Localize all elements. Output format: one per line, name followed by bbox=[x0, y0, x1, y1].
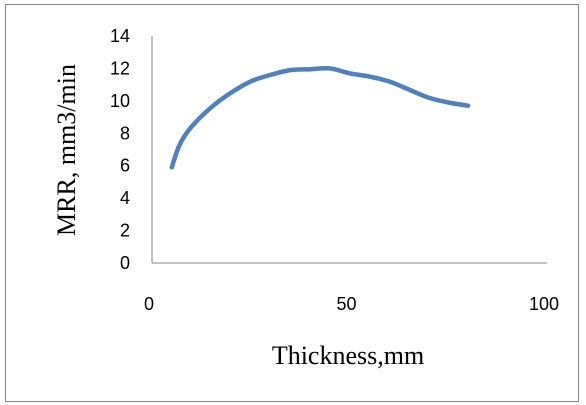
y-tick-label: 10 bbox=[110, 91, 130, 111]
y-tick-label: 0 bbox=[120, 253, 130, 273]
y-tick-label: 8 bbox=[120, 123, 130, 143]
y-tick-label: 6 bbox=[120, 156, 130, 176]
y-axis-title: MRR, mm3/min bbox=[52, 64, 81, 236]
y-tick-label: 12 bbox=[110, 58, 130, 78]
x-tick-label: 0 bbox=[144, 294, 154, 314]
y-tick-label: 4 bbox=[120, 188, 130, 208]
x-tick-label: 100 bbox=[529, 294, 559, 314]
y-tick-label: 2 bbox=[120, 221, 130, 241]
x-tick-label: 50 bbox=[336, 294, 356, 314]
series-line bbox=[169, 65, 471, 170]
y-tick-label: 14 bbox=[110, 26, 130, 46]
x-axis-title: Thickness,mm bbox=[272, 341, 424, 370]
